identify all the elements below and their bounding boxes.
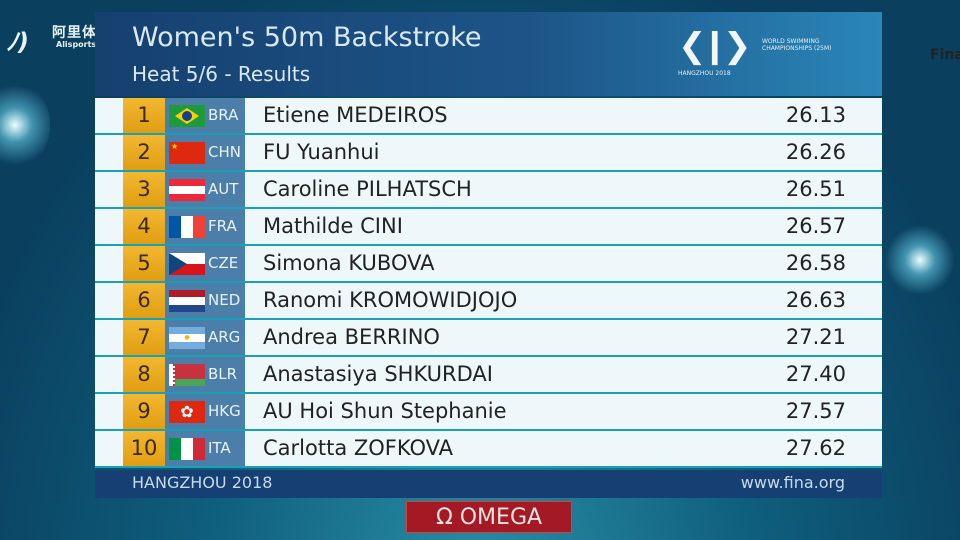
nation-cell: AUT <box>165 172 245 207</box>
hangzhou-2018-logo: ❮❙❯ HANGZHOU 2018 <box>670 26 760 86</box>
nation-cell: FRA <box>165 209 245 244</box>
result-row: 4 FRA Mathilde CINI 26.57 <box>95 209 882 246</box>
nation-cell: BRA <box>165 98 245 133</box>
nation-cell: ● ARG <box>165 320 245 355</box>
background-light <box>885 225 955 295</box>
rank-badge: 9 <box>123 394 165 429</box>
belarus-flag-icon <box>169 364 205 386</box>
rank-badge: 8 <box>123 357 165 392</box>
rank-badge: 5 <box>123 246 165 281</box>
swimmer-name: Carlotta ZOFKOVA <box>263 436 454 460</box>
swimmer-name: FU Yuanhui <box>263 140 380 164</box>
nation-cell: BLR <box>165 357 245 392</box>
swimmer-name: Etiene MEDEIROS <box>263 103 448 127</box>
rank-badge: 7 <box>123 320 165 355</box>
heat-subtitle: Heat 5/6 - Results <box>132 62 311 86</box>
swimmer-name: AU Hoi Shun Stephanie <box>263 399 507 423</box>
result-time: 26.13 <box>785 103 846 127</box>
swimmer-name: Ranomi KROMOWIDJOJO <box>263 288 518 312</box>
event-title: Women's 50m Backstroke <box>132 22 482 53</box>
nation-code: BRA <box>208 106 239 124</box>
france-flag-icon <box>169 216 205 238</box>
results-list: 1 BRA Etiene MEDEIROS 26.13 2 ★ CHN FU Yu… <box>95 98 882 468</box>
result-time: 27.62 <box>785 436 846 460</box>
nation-code: CZE <box>208 254 239 272</box>
nation-code: FRA <box>208 217 237 235</box>
rank-badge: 1 <box>123 98 165 133</box>
result-time: 27.40 <box>785 362 846 386</box>
result-time: 26.63 <box>785 288 846 312</box>
result-time: 26.26 <box>785 140 846 164</box>
nation-code: ARG <box>208 328 241 346</box>
result-row: 3 AUT Caroline PILHATSCH 26.51 <box>95 172 882 209</box>
website-label: www.fina.org <box>740 473 845 492</box>
china-flag-icon: ★ <box>169 142 205 164</box>
result-row: 10 ITA Carlotta ZOFKOVA 27.62 <box>95 431 882 468</box>
fina-subtitle: WORLD SWIMMING CHAMPIONSHIPS (25M) <box>762 38 832 52</box>
result-time: 26.58 <box>785 251 846 275</box>
nation-code: AUT <box>208 180 239 198</box>
result-time: 27.21 <box>785 325 846 349</box>
nation-code: BLR <box>208 365 238 383</box>
results-panel: Women's 50m Backstroke Heat 5/6 - Result… <box>95 12 960 498</box>
fina-logo: Fina WORLD SWIMMING CHAMPIONSHIPS (25M) <box>762 38 960 63</box>
result-row: 7 ● ARG Andrea BERRINO 27.21 <box>95 320 882 357</box>
swimmer-name: Caroline PILHATSCH <box>263 177 472 201</box>
result-row: 6 NED Ranomi KROMOWIDJOJO 26.63 <box>95 283 882 320</box>
nation-code: ITA <box>208 439 231 457</box>
results-header: Women's 50m Backstroke Heat 5/6 - Result… <box>95 12 960 96</box>
omega-sponsor-logo: Ω OMEGA <box>406 501 572 533</box>
nation-cell: CZE <box>165 246 245 281</box>
nation-code: CHN <box>208 143 241 161</box>
logo-text-en: Alisports.com <box>56 40 118 49</box>
swimmer-name: Anastasiya SHKURDAI <box>263 362 493 386</box>
nation-cell: ★ CHN <box>165 135 245 170</box>
rank-badge: 4 <box>123 209 165 244</box>
results-footer: HANGZHOU 2018 www.fina.org <box>95 470 882 498</box>
austria-flag-icon <box>169 179 205 201</box>
hangzhou-logo-caption: HANGZHOU 2018 <box>678 70 731 77</box>
rank-badge: 10 <box>123 431 165 466</box>
argentina-flag-icon: ● <box>169 327 205 349</box>
netherlands-flag-icon <box>169 290 205 312</box>
petals-icon: ❮❙❯ <box>678 26 752 66</box>
venue-label: HANGZHOU 2018 <box>132 473 273 492</box>
nation-code: NED <box>208 291 241 309</box>
nation-cell: NED <box>165 283 245 318</box>
rank-badge: 2 <box>123 135 165 170</box>
result-time: 27.57 <box>785 399 846 423</box>
nation-cell: ITA <box>165 431 245 466</box>
italy-flag-icon <box>169 438 205 460</box>
swimmer-name: Simona KUBOVA <box>263 251 435 275</box>
result-row: 5 CZE Simona KUBOVA 26.58 <box>95 246 882 283</box>
rank-badge: 6 <box>123 283 165 318</box>
result-row: 2 ★ CHN FU Yuanhui 26.26 <box>95 135 882 172</box>
nation-code: HKG <box>208 402 241 420</box>
background-light <box>0 80 50 170</box>
fina-name: Fina <box>930 47 960 63</box>
result-row: 1 BRA Etiene MEDEIROS 26.13 <box>95 98 882 135</box>
result-row: 9 ✿ HKG AU Hoi Shun Stephanie 27.57 <box>95 394 882 431</box>
nation-cell: ✿ HKG <box>165 394 245 429</box>
brazil-flag-icon <box>169 105 205 127</box>
swimmer-name: Mathilde CINI <box>263 214 403 238</box>
swimmer-name: Andrea BERRINO <box>263 325 440 349</box>
result-time: 26.51 <box>785 177 846 201</box>
alisports-icon: ﾉ) <box>6 28 29 56</box>
result-row: 8 BLR Anastasiya SHKURDAI 27.40 <box>95 357 882 394</box>
rank-badge: 3 <box>123 172 165 207</box>
czechia-flag-icon <box>169 253 205 275</box>
hong-kong-flag-icon: ✿ <box>169 401 205 423</box>
result-time: 26.57 <box>785 214 846 238</box>
